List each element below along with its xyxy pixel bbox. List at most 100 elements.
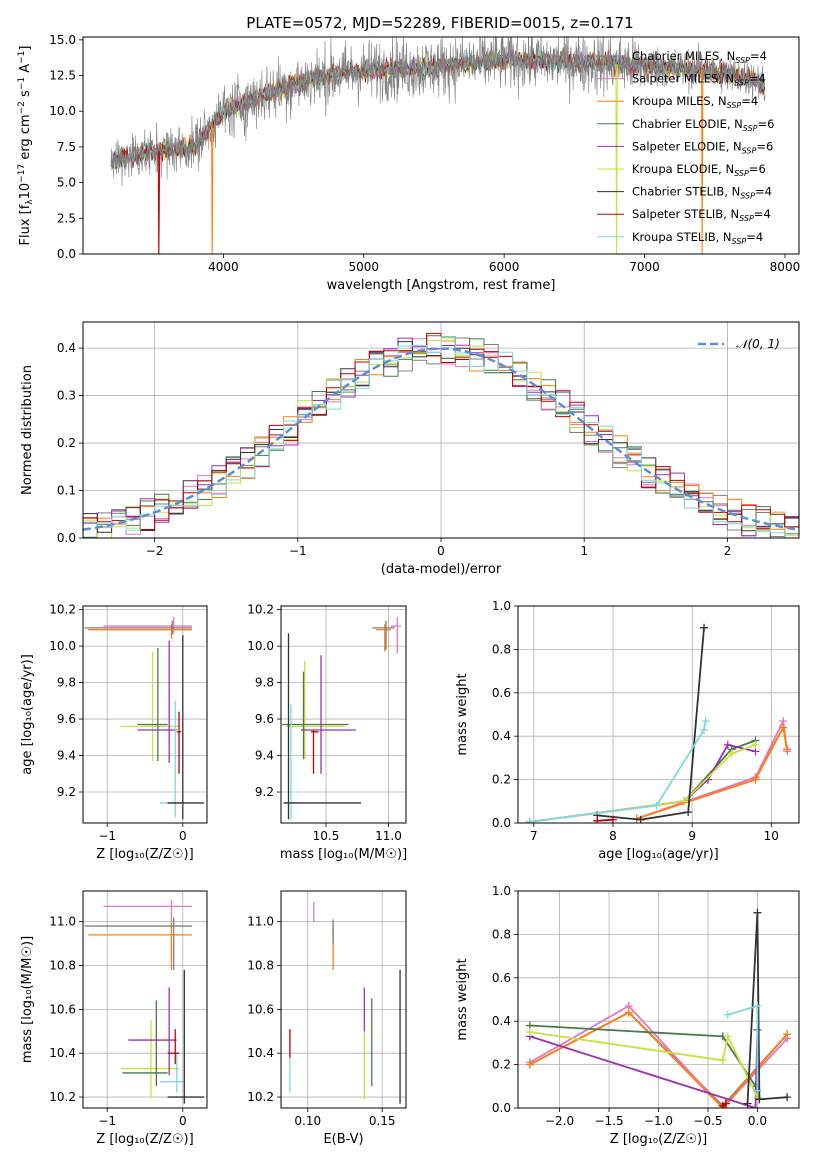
weight-marker: [743, 1099, 752, 1108]
legend-label: Chabrier STELIB, NSSP=4: [632, 185, 772, 201]
plot-area-weight_vs_Z: [525, 908, 792, 1108]
spectrum-data-line: [110, 37, 766, 187]
weight-marker: [525, 817, 534, 823]
y-tick-label: 9.4: [57, 749, 76, 763]
x-tick-label: 0.10: [294, 1114, 321, 1128]
y-tick-label: 10.4: [247, 1046, 274, 1060]
legend-label: Chabrier ELODIE, NSSP=6: [632, 117, 774, 133]
axes-frame: [280, 605, 407, 824]
x-tick-label: 8: [609, 829, 617, 843]
y-tick-label: 10.8: [49, 959, 76, 973]
weight-marker: [525, 1028, 534, 1037]
label-part: =: [754, 207, 764, 221]
error-point: [88, 921, 192, 970]
label-part: SSP: [727, 101, 742, 110]
weight-marker: [723, 1032, 732, 1041]
x-tick-label: 0.15: [369, 1114, 396, 1128]
label-part: s: [18, 90, 33, 101]
y-tick-label: 7.5: [57, 140, 76, 154]
error-point: [160, 700, 185, 818]
legend-label: Salpeter ELODIE, NSSP=6: [632, 139, 773, 155]
figure-title: PLATE=0572, MJD=52289, FIBERID=0015, z=0…: [246, 14, 633, 32]
x-tick-label: 10.5: [313, 829, 340, 843]
x-tick-label: 7: [530, 829, 538, 843]
error-point: [160, 1053, 185, 1093]
y-tick-label: 11.0: [49, 915, 76, 929]
x-tick-label: 1: [580, 544, 588, 558]
y-tick-label: 0.4: [57, 341, 76, 355]
label-part: 4: [765, 185, 772, 199]
y-tick-label: 10.6: [247, 1002, 274, 1016]
y-tick-label: 0.6: [492, 971, 511, 985]
error-point: [282, 671, 349, 760]
label-part: , N: [723, 207, 739, 221]
y-tick-label: 9.8: [255, 676, 274, 690]
legend-label: 𝒩(0, 1): [736, 337, 780, 351]
label-part: 6: [766, 139, 773, 153]
weight-marker: [783, 1093, 792, 1102]
y-axis-label: mass weight: [455, 958, 470, 1040]
weight-line: [529, 1029, 759, 1108]
y-tick-label: 0.0: [492, 816, 511, 830]
weight-marker: [652, 801, 661, 810]
axes-frame: [517, 605, 800, 824]
y-tick-label: 9.8: [57, 676, 76, 690]
label-part: 4: [763, 207, 770, 221]
label-part: Chabrier STELIB: [632, 185, 724, 199]
x-axis-label: Z [log₁₀(Z/Z☉)]: [96, 1132, 193, 1147]
weight-marker: [753, 908, 762, 917]
weight-line: [529, 739, 756, 823]
label-part: λ: [25, 199, 35, 205]
y-tick-label: 5.0: [57, 176, 76, 190]
label-part: Kroupa MILES: [632, 94, 711, 108]
plot-area-age_vs_mass: [282, 616, 401, 820]
y-axis-label: mass [log₁₀(M/M☉)]: [20, 936, 35, 1063]
y-tick-label: 0.2: [57, 436, 76, 450]
x-tick-label: 11.0: [375, 829, 402, 843]
label-part: Kroupa ELODIE: [632, 162, 718, 176]
panel-weight_vs_Z: −2.0 −1.5 −1.0 −0.5 0.0 0.0 0.2 0.4 0.6 0.8 1.0 Z […: [455, 884, 800, 1147]
x-tick-label: 4000: [208, 260, 239, 274]
label-part: =: [755, 185, 765, 199]
label-part: Flux [f: [18, 204, 33, 245]
x-tick-label: −0.5: [693, 1114, 722, 1128]
weight-line: [529, 1031, 759, 1098]
spectrum-dropout: [701, 70, 704, 254]
error-point: [84, 917, 192, 970]
y-tick-label: 12.5: [49, 69, 76, 83]
error-point: [137, 640, 177, 763]
y-tick-label: 10.2: [247, 603, 274, 617]
label-part: 6: [758, 162, 765, 176]
y-tick-label: 9.6: [57, 712, 76, 726]
x-tick-label: 6000: [489, 260, 520, 274]
label-part: =: [746, 230, 756, 244]
y-tick-label: 9.6: [255, 712, 274, 726]
weight-line: [636, 724, 788, 820]
error-point: [391, 616, 401, 654]
label-part: , N: [716, 230, 732, 244]
y-tick-label: 1.0: [492, 884, 511, 898]
label-part: erg cm: [18, 114, 33, 163]
y-tick-label: 0.2: [492, 1058, 511, 1072]
x-axis-label: E(B-V): [323, 1132, 363, 1147]
normal-curve: [83, 347, 799, 531]
weight-marker: [700, 623, 709, 632]
error-point: [376, 624, 391, 652]
axes-frame: [82, 605, 208, 824]
weight-marker: [751, 740, 760, 749]
axes-frame: [517, 890, 800, 1109]
weight-marker: [721, 1099, 730, 1108]
label-part: Chabrier ELODIE: [632, 117, 727, 131]
y-tick-label: 10.4: [49, 1046, 76, 1060]
y-tick-label: 10.6: [49, 1002, 76, 1016]
weight-line: [529, 720, 707, 823]
label-part: , N: [727, 117, 743, 131]
weight-line: [727, 1004, 759, 1091]
panel-weight_vs_age: 7 8 9 10 0.0 0.2 0.4 0.6 0.8 1.0 age [log₁₀(age/yr…: [455, 599, 800, 862]
weight-marker: [727, 749, 736, 758]
label-part: SSP: [732, 237, 747, 246]
weight-marker: [700, 725, 709, 734]
error-point: [103, 616, 192, 634]
x-tick-label: 0: [179, 1114, 187, 1128]
label-part: 4: [758, 72, 765, 86]
